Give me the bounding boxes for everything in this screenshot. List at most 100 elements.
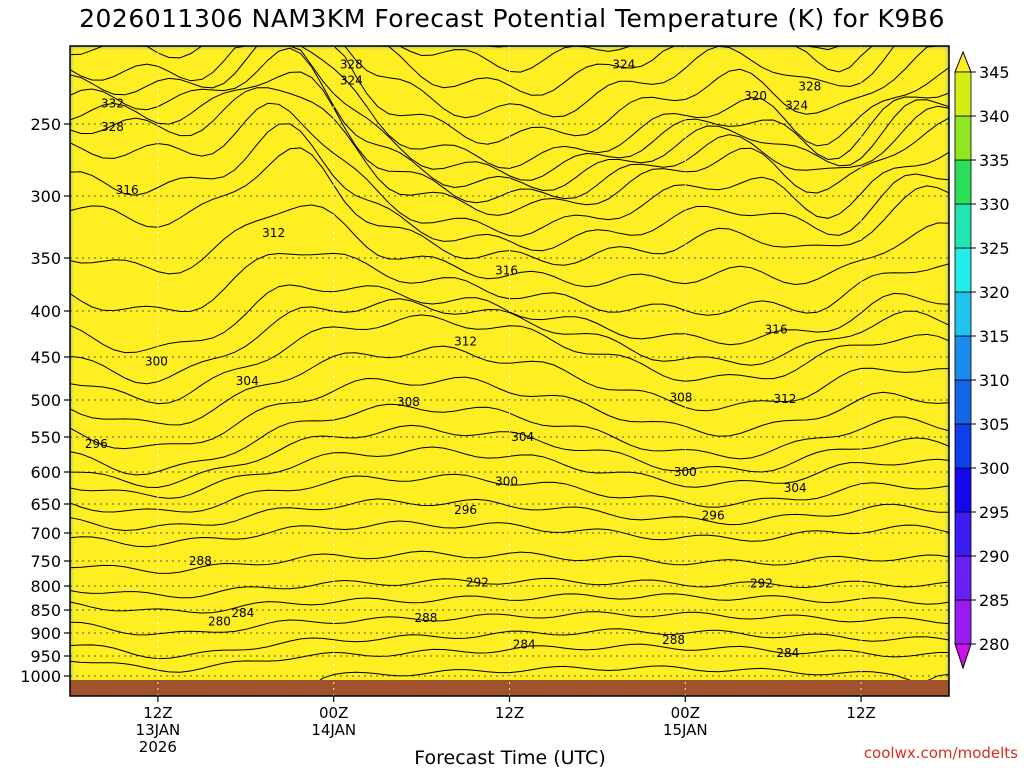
- contour-label-text: 316: [765, 322, 788, 336]
- contour-label-text: 296: [85, 437, 108, 451]
- colorbar-bottom-arrow: [954, 643, 972, 670]
- colorbar-segment: [954, 203, 972, 249]
- contour-label: 328: [340, 58, 363, 72]
- contour-label: 304: [236, 374, 259, 388]
- isentrope-338: [70, 46, 949, 96]
- isentrope-lines: [70, 46, 949, 696]
- x-tick-label: 00Z: [671, 704, 700, 722]
- colorbar-label: 285: [979, 591, 1010, 610]
- isentrope-286: [70, 593, 949, 614]
- contour-label-text: 308: [397, 395, 420, 409]
- y-tick-label: 900: [30, 624, 61, 643]
- contour-label: 288: [189, 554, 212, 568]
- contour-label: 312: [773, 392, 796, 406]
- contour-label: 292: [750, 577, 773, 591]
- contour-label: 316: [116, 183, 139, 197]
- isentrope-330: [70, 46, 949, 181]
- contour-label: 324: [340, 73, 363, 87]
- colorbar-segment: [954, 115, 972, 161]
- contour-label: 284: [513, 638, 536, 652]
- contour-label: 308: [669, 390, 692, 404]
- contour-label-text: 324: [612, 58, 635, 72]
- contour-label-text: 324: [785, 98, 808, 112]
- isentrope-328: [70, 47, 949, 191]
- colorbar-segment: [954, 467, 972, 513]
- contour-label-text: 284: [513, 638, 536, 652]
- x-tick-label: 2026: [139, 738, 177, 756]
- contour-label-text: 288: [415, 611, 438, 625]
- x-tick-label: 00Z: [319, 704, 348, 722]
- contour-label: 316: [765, 322, 788, 336]
- colorbar-segment: [954, 247, 972, 293]
- contour-label-text: 320: [744, 89, 767, 103]
- contour-label-text: 292: [466, 576, 489, 590]
- colorbar-segment: [954, 335, 972, 381]
- contour-label-text: 304: [511, 430, 534, 444]
- colorbar-segment: [954, 599, 972, 645]
- isentrope-324: [70, 87, 949, 216]
- contour-label: 288: [415, 611, 438, 625]
- colorbar-label: 290: [979, 547, 1010, 566]
- contour-label-text: 324: [340, 73, 363, 87]
- y-tick-label: 950: [30, 647, 61, 666]
- isentrope-288: [70, 577, 949, 599]
- contour-label: 284: [776, 646, 799, 660]
- contour-label-text: 284: [231, 606, 254, 620]
- isentrope-332: [70, 46, 949, 169]
- contour-label: 292: [466, 576, 489, 590]
- contour-label: 300: [495, 475, 518, 489]
- y-tick-label: 500: [30, 391, 61, 410]
- isentrope-308: [70, 314, 949, 405]
- contour-label-text: 300: [495, 475, 518, 489]
- colorbar-segment: [954, 291, 972, 337]
- contour-label: 308: [397, 395, 420, 409]
- contour-label-text: 300: [674, 465, 697, 479]
- colorbar-segment: [954, 159, 972, 205]
- isentrope-336: [70, 46, 949, 119]
- colorbar-label: 330: [979, 195, 1010, 214]
- isentrope-290: [70, 550, 949, 574]
- x-tick-label: 13JAN: [136, 721, 181, 739]
- isentrope-310: [70, 298, 949, 385]
- contour-label: 304: [784, 481, 807, 495]
- plot-frame: [69, 45, 950, 697]
- colorbar-label: 300: [979, 459, 1010, 478]
- colorbar-segment: [954, 71, 972, 117]
- isentrope-282: [70, 628, 949, 660]
- contour-label-text: 292: [750, 577, 773, 591]
- y-tick-label: 400: [30, 302, 61, 321]
- contour-label-text: 308: [669, 390, 692, 404]
- isentrope-320: [70, 123, 949, 252]
- contour-label: 312: [454, 334, 477, 348]
- contour-label-text: 316: [116, 183, 139, 197]
- contour-label: 300: [145, 354, 168, 368]
- y-tick-label: 300: [30, 187, 61, 206]
- colorbar-label: 305: [979, 415, 1010, 434]
- contour-label-text: 288: [189, 554, 212, 568]
- contour-label: 304: [511, 430, 534, 444]
- colorbar-label: 310: [979, 371, 1010, 390]
- y-tick-label: 600: [30, 463, 61, 482]
- contour-label-text: 316: [495, 264, 518, 278]
- y-tick-label: 550: [30, 428, 61, 447]
- colorbar-segment: [954, 423, 972, 469]
- y-tick-label: 1000: [20, 667, 61, 686]
- contour-label-text: 312: [454, 334, 477, 348]
- colorbar-label: 320: [979, 283, 1010, 302]
- contour-label: 296: [702, 509, 725, 523]
- contour-label: 320: [744, 89, 767, 103]
- contour-label-text: 332: [101, 97, 124, 111]
- contour-label-text: 328: [340, 58, 363, 72]
- contour-label-text: 288: [662, 633, 685, 647]
- contour-label: 296: [454, 503, 477, 517]
- x-tick-label: 12Z: [495, 704, 524, 722]
- y-tick-label: 350: [30, 249, 61, 268]
- isentrope-292: [70, 520, 949, 548]
- y-tick-label: 250: [30, 115, 61, 134]
- x-tick-label: 14JAN: [311, 721, 356, 739]
- y-tick-label: 650: [30, 495, 61, 514]
- colorbar-segment: [954, 555, 972, 601]
- contour-label-text: 312: [773, 392, 796, 406]
- colorbar-segment: [954, 511, 972, 557]
